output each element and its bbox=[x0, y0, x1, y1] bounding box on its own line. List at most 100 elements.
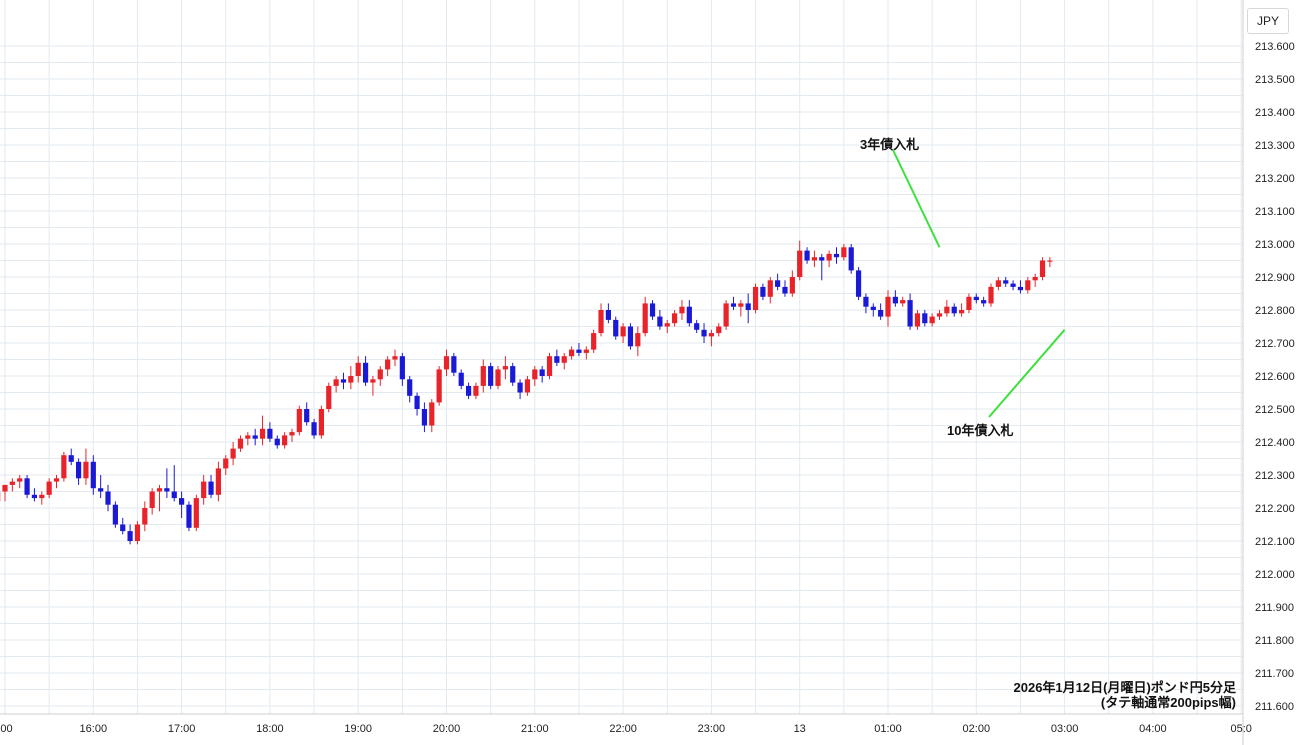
candle-body bbox=[223, 458, 229, 469]
candle-body bbox=[164, 488, 170, 492]
x-tick-label: 03:00 bbox=[1051, 723, 1079, 735]
candle-body bbox=[730, 303, 737, 307]
candle-body bbox=[83, 461, 89, 479]
candle-body bbox=[973, 296, 979, 301]
candle-body bbox=[296, 409, 302, 433]
candle-body bbox=[738, 303, 744, 307]
candle-body bbox=[282, 435, 288, 446]
candle-body bbox=[620, 326, 626, 337]
candle-body bbox=[708, 333, 714, 337]
candle-body bbox=[900, 300, 906, 304]
candle-body bbox=[922, 313, 928, 324]
candle-body bbox=[907, 300, 913, 327]
candle-body bbox=[274, 438, 280, 446]
candle-body bbox=[745, 303, 751, 310]
candle-body bbox=[31, 494, 38, 499]
candle-body bbox=[112, 504, 118, 525]
candle-body bbox=[326, 385, 332, 409]
candle-body bbox=[149, 491, 155, 508]
candle-body bbox=[782, 286, 788, 294]
candle-body bbox=[488, 366, 494, 386]
caption-line-2: (タテ軸通常200pips幅) bbox=[1100, 695, 1236, 710]
candle-body bbox=[524, 379, 531, 393]
candle-body bbox=[568, 349, 575, 357]
candle-body bbox=[760, 286, 766, 297]
candle-body bbox=[833, 253, 840, 258]
candle-body bbox=[24, 478, 30, 495]
currency-label[interactable]: JPY bbox=[1247, 8, 1289, 34]
candle-body bbox=[201, 481, 207, 499]
candle-body bbox=[591, 333, 597, 350]
candle-body bbox=[598, 310, 604, 334]
x-axis-ticks: :00 16:00 17:00 18:00 19:00 20:00 21:00 22:00 23… bbox=[0, 723, 1252, 735]
candle-body bbox=[510, 366, 516, 383]
y-tick-label: 213.600 bbox=[1255, 41, 1295, 53]
y-tick-label: 213.400 bbox=[1255, 107, 1295, 119]
candle-body bbox=[561, 356, 567, 363]
candle-body bbox=[252, 435, 258, 439]
candle-body bbox=[156, 488, 163, 492]
candle-body bbox=[848, 247, 854, 271]
x-tick-label: 18:00 bbox=[256, 723, 284, 735]
candle-body bbox=[929, 316, 935, 324]
candle-body bbox=[1017, 286, 1024, 291]
candle-body bbox=[583, 349, 589, 353]
candle-body bbox=[664, 323, 670, 327]
y-tick-label: 212.900 bbox=[1255, 272, 1295, 284]
candle-body bbox=[775, 280, 781, 287]
candle-body bbox=[68, 455, 74, 462]
candle-body bbox=[407, 379, 413, 396]
candle-body bbox=[399, 356, 405, 380]
candle-body bbox=[304, 409, 310, 423]
y-tick-label: 211.600 bbox=[1255, 701, 1294, 713]
candle-body bbox=[120, 524, 126, 532]
candle-body bbox=[208, 481, 214, 495]
candle-body bbox=[17, 478, 23, 482]
candle-body bbox=[1047, 260, 1053, 262]
x-tick-label: 17:00 bbox=[168, 723, 196, 735]
candle-body bbox=[679, 306, 685, 314]
candle-body bbox=[142, 508, 148, 525]
caption-line-1: 2026年1月12日(月曜日)ポンド円5分足 bbox=[1013, 680, 1237, 695]
candle-body bbox=[436, 369, 442, 403]
candle-body bbox=[61, 455, 67, 479]
y-tick-label: 212.000 bbox=[1255, 569, 1295, 581]
candle-body bbox=[311, 422, 317, 436]
candle-body bbox=[878, 310, 884, 317]
candle-body bbox=[723, 303, 729, 327]
candle-body bbox=[259, 428, 266, 439]
candle-body bbox=[863, 296, 869, 307]
x-tick-label: 19:00 bbox=[344, 723, 372, 735]
candle-body bbox=[333, 379, 339, 386]
candle-body bbox=[789, 277, 795, 294]
candle-body bbox=[473, 385, 479, 396]
y-tick-label: 212.700 bbox=[1255, 338, 1295, 350]
candles bbox=[0, 240, 1053, 545]
candle-body bbox=[385, 359, 391, 370]
candle-body bbox=[186, 504, 192, 528]
candle-body bbox=[340, 379, 347, 383]
candle-body bbox=[546, 356, 553, 376]
candle-body bbox=[944, 306, 950, 314]
candle-body bbox=[1039, 260, 1046, 277]
candle-body bbox=[811, 257, 818, 261]
candle-body bbox=[642, 303, 648, 334]
candle-body bbox=[694, 323, 700, 330]
candle-body bbox=[635, 333, 641, 347]
candle-body bbox=[958, 310, 965, 314]
candle-body bbox=[951, 306, 957, 314]
y-tick-label: 212.300 bbox=[1255, 470, 1295, 482]
candle-body bbox=[605, 310, 611, 320]
candle-body bbox=[370, 379, 376, 383]
candle-body bbox=[627, 326, 634, 347]
candle-body bbox=[716, 326, 722, 334]
candle-body bbox=[804, 250, 810, 261]
candle-body bbox=[819, 257, 825, 261]
candle-body bbox=[46, 481, 52, 495]
candle-body bbox=[1003, 280, 1009, 284]
candle-body bbox=[981, 300, 987, 304]
x-tick-label: 16:00 bbox=[80, 723, 108, 735]
candle-body bbox=[414, 395, 420, 409]
y-tick-label: 212.800 bbox=[1255, 305, 1295, 317]
